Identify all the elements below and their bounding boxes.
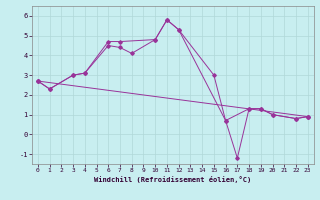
X-axis label: Windchill (Refroidissement éolien,°C): Windchill (Refroidissement éolien,°C) xyxy=(94,176,252,183)
